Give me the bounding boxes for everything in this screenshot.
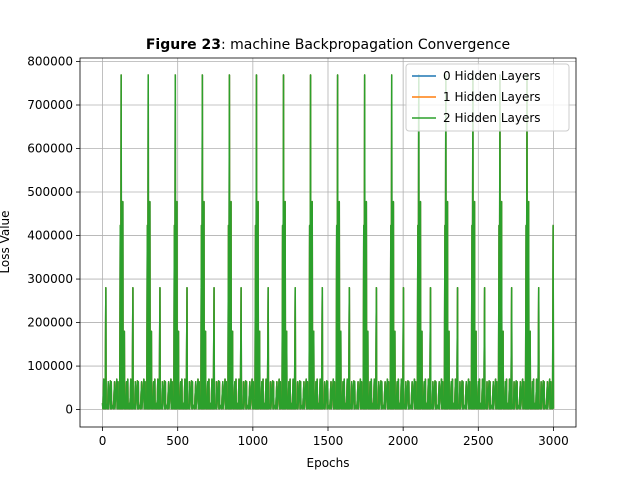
legend-box bbox=[405, 63, 570, 132]
plot-layer bbox=[101, 74, 555, 410]
x-tick-label: 0 bbox=[99, 434, 107, 448]
chart-title-rest: : machine Backpropagation Convergence bbox=[221, 37, 510, 53]
chart-title: Figure 23: machine Backpropagation Conve… bbox=[146, 37, 510, 53]
chart-title-prefix: Figure 23 bbox=[146, 37, 221, 53]
x-tick-label: 3000 bbox=[538, 434, 569, 448]
y-tick-label: 400000 bbox=[27, 229, 73, 243]
legend: 0 Hidden Layers 1 Hidden Layers 2 Hidden L… bbox=[405, 63, 570, 132]
y-tick-label: 300000 bbox=[27, 272, 73, 286]
x-axis-label: Epochs bbox=[307, 456, 350, 470]
ticks-layer: 0 500 1000 1500 2000 2500 3000 0 100000 200000 300… bbox=[27, 54, 569, 448]
series-line-2 bbox=[101, 74, 555, 410]
legend-label-2: 2 Hidden Layers bbox=[443, 111, 541, 125]
x-tick-label: 500 bbox=[166, 434, 189, 448]
y-tick-label: 100000 bbox=[27, 359, 73, 373]
y-tick-label: 700000 bbox=[27, 98, 73, 112]
x-tick-label: 2000 bbox=[388, 434, 419, 448]
y-tick-label: 600000 bbox=[27, 142, 73, 156]
legend-label-1: 1 Hidden Layers bbox=[443, 90, 541, 104]
x-tick-label: 1000 bbox=[238, 434, 269, 448]
y-tick-label: 800000 bbox=[27, 54, 73, 68]
x-tick-label: 2500 bbox=[463, 434, 494, 448]
y-axis-label: Loss Value bbox=[0, 210, 12, 273]
y-tick-label: 200000 bbox=[27, 316, 73, 330]
y-tick-label: 500000 bbox=[27, 185, 73, 199]
y-tick-label: 0 bbox=[65, 403, 73, 417]
legend-label-0: 0 Hidden Layers bbox=[443, 69, 541, 83]
x-tick-label: 1500 bbox=[313, 434, 344, 448]
